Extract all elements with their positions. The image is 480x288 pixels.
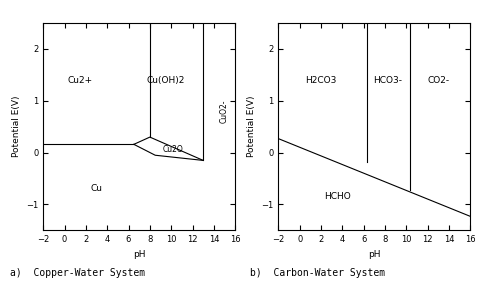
Y-axis label: Potential E(V): Potential E(V) <box>12 96 21 158</box>
Text: Cu2O: Cu2O <box>163 145 184 154</box>
Text: H2CO3: H2CO3 <box>305 75 337 85</box>
Text: Cu2+: Cu2+ <box>68 75 93 85</box>
Text: Cu: Cu <box>91 184 103 194</box>
X-axis label: pH: pH <box>133 250 145 259</box>
Text: HCHO: HCHO <box>324 192 350 201</box>
Text: HCO3-: HCO3- <box>372 75 402 85</box>
X-axis label: pH: pH <box>368 250 381 259</box>
Text: CO2-: CO2- <box>427 75 449 85</box>
Text: CuO2-: CuO2- <box>220 99 229 123</box>
Text: b)  Carbon-Water System: b) Carbon-Water System <box>250 268 385 278</box>
Text: a)  Copper-Water System: a) Copper-Water System <box>10 268 145 278</box>
Text: Cu(OH)2: Cu(OH)2 <box>147 75 185 85</box>
Y-axis label: Potential E(V): Potential E(V) <box>247 96 256 158</box>
